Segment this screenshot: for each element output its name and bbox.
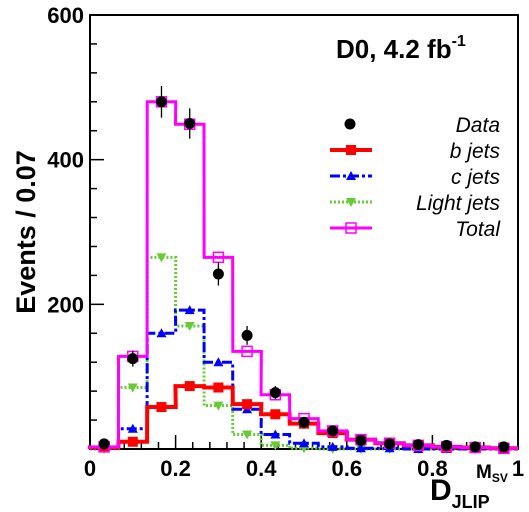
x-axis-title-sup-sub: SV — [492, 471, 508, 485]
series-c-marker — [213, 357, 224, 367]
series-b-marker — [127, 436, 138, 447]
series-c-marker — [184, 305, 195, 315]
data-point — [469, 441, 481, 453]
data-point — [298, 416, 310, 428]
legend-entry-c: c jets — [330, 166, 500, 189]
series-c-marker — [156, 328, 167, 338]
legend-entry-data: Data — [344, 114, 500, 137]
series-layer — [87, 85, 519, 455]
series-total-line — [88, 100, 519, 450]
data-point — [155, 96, 167, 108]
x-axis-title-main: D — [430, 474, 452, 507]
series-c-marker — [299, 438, 309, 448]
series-b-marker — [184, 381, 195, 392]
x-tick-label: 0 — [84, 456, 96, 481]
x-tick-label: 1 — [512, 456, 524, 481]
legend-label: Light jets — [416, 192, 501, 215]
series-light-marker — [184, 322, 195, 332]
data-point — [241, 329, 253, 341]
y-tick-label: 600 — [47, 3, 84, 28]
series-c-marker — [327, 441, 338, 451]
data-point — [441, 439, 453, 451]
series-data — [98, 85, 510, 453]
legend-marker — [345, 222, 357, 234]
legend-marker — [346, 171, 356, 180]
x-tick-label: 0.2 — [160, 456, 191, 481]
experiment-label-sup: -1 — [452, 33, 466, 50]
legend-label: Data — [456, 114, 500, 137]
legend: Data b jets c jets Light jets Total — [330, 114, 501, 241]
series-b-marker — [156, 402, 167, 413]
legend-marker — [346, 145, 356, 155]
experiment-label: D0, 4.2 fb-1 — [336, 33, 466, 64]
legend-label: c jets — [451, 166, 501, 189]
series-total-marker — [212, 251, 225, 264]
data-point — [212, 268, 224, 280]
data-point — [127, 353, 139, 365]
plot-frame — [89, 14, 519, 450]
series-light-marker — [213, 401, 224, 411]
x-tick-label: 0.6 — [332, 456, 363, 481]
series-light-marker — [270, 441, 281, 451]
legend-marker — [346, 198, 356, 207]
data-point — [327, 425, 339, 437]
data-point — [98, 438, 110, 450]
legend-label: Total — [455, 218, 501, 241]
series-c-marker — [355, 443, 366, 453]
y-tick-label: 400 — [47, 148, 84, 173]
x-tick-label: 0.8 — [417, 456, 448, 481]
data-point — [355, 434, 367, 446]
x-axis-title: DJLIP — [430, 474, 490, 512]
data-point — [269, 387, 281, 399]
data-point — [184, 118, 196, 129]
series-light-marker — [127, 383, 138, 393]
series-b-marker — [242, 399, 253, 410]
x-tick-label: 0.4 — [246, 456, 277, 481]
series-c-marker — [270, 429, 281, 439]
axis-ticks: 0 0.2 0.4 0.6 0.8 1 200 400 600 — [47, 3, 524, 481]
series-light-marker — [242, 430, 253, 440]
series-light-marker — [156, 253, 167, 263]
legend-label: b jets — [450, 140, 501, 163]
series-b-marker — [270, 409, 281, 420]
series-c — [88, 305, 519, 453]
experiment-label-main: D0, 4.2 fb — [336, 34, 452, 64]
legend-marker — [344, 118, 356, 130]
x-axis-title-superscript: MSV — [476, 462, 508, 485]
series-c-marker — [127, 423, 138, 433]
series-total-marker — [241, 345, 253, 358]
data-point — [384, 438, 396, 450]
y-axis-title: Events / 0.07 — [11, 150, 41, 314]
series-b-marker — [213, 382, 224, 393]
data-point — [412, 439, 424, 451]
x-axis-title-sub: JLIP — [452, 492, 490, 512]
y-tick-label: 200 — [47, 292, 84, 317]
data-point — [498, 441, 510, 453]
legend-entry-b: b jets — [330, 140, 500, 163]
legend-entry-total: Total — [330, 218, 501, 241]
legend-entry-light: Light jets — [330, 192, 500, 215]
x-axis-title-sup-main: M — [476, 462, 492, 483]
